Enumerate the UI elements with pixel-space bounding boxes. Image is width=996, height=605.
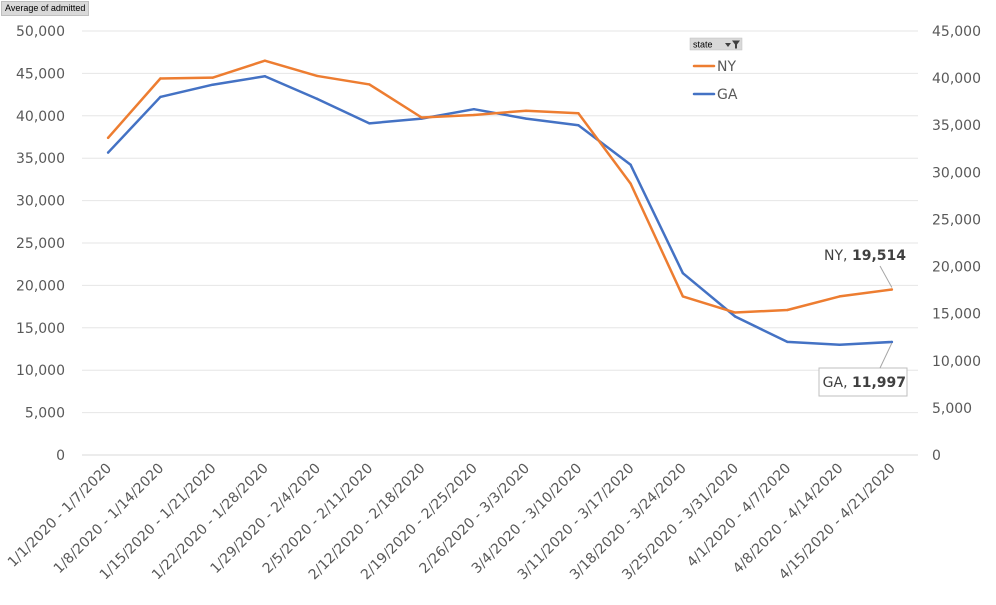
callout-series-name: GA, [823, 375, 852, 391]
data-point-ny[interactable] [733, 311, 737, 314]
data-point-ga[interactable] [890, 340, 894, 344]
data-point-ga[interactable] [786, 340, 789, 344]
left-tick-label: 45,000 [16, 66, 65, 82]
data-point-ny[interactable] [472, 113, 476, 117]
data-point-ga[interactable] [524, 117, 528, 120]
pivot-field-button[interactable]: Average of admitted [1, 1, 90, 16]
right-tick-label: 5,000 [932, 401, 972, 417]
data-point-ny[interactable] [106, 136, 110, 140]
left-tick-label: 10,000 [16, 363, 65, 379]
data-point-ga[interactable] [681, 271, 685, 275]
data-point-ga[interactable] [368, 122, 371, 125]
right-tick-label: 30,000 [932, 165, 981, 181]
data-point-ny[interactable] [786, 308, 789, 312]
right-tick-label: 35,000 [932, 118, 981, 134]
data-point-ga[interactable] [577, 124, 580, 127]
right-tick-label: 10,000 [932, 354, 981, 370]
legend[interactable]: state NY GA [689, 37, 743, 103]
data-point-ny[interactable] [629, 182, 632, 185]
callout-series-name: NY, [824, 248, 852, 264]
callout-leader-ga [879, 342, 893, 369]
data-point-ny[interactable] [890, 288, 894, 291]
right-tick-label: 25,000 [932, 212, 981, 228]
data-point-ny[interactable] [524, 109, 528, 112]
right-tick-label: 0 [932, 448, 941, 464]
left-tick-label: 40,000 [16, 109, 65, 125]
gridlines [82, 30, 918, 456]
legend-filter-label: state [693, 40, 713, 50]
series-group [106, 59, 894, 347]
legend-label-ga[interactable]: GA [717, 87, 738, 103]
left-tick-label: 15,000 [16, 321, 65, 337]
left-tick-label: 0 [56, 448, 65, 464]
data-point-ga[interactable] [838, 343, 841, 346]
data-point-ga[interactable] [263, 75, 267, 78]
filter-funnel-icon[interactable] [732, 40, 740, 49]
callout-box-ga [818, 367, 908, 397]
data-point-ga[interactable] [315, 97, 319, 101]
right-tick-label: 45,000 [932, 24, 981, 40]
right-tick-label: 40,000 [932, 71, 981, 87]
left-tick-label: 25,000 [16, 236, 65, 252]
data-point-ny[interactable] [838, 295, 841, 298]
data-point-ny[interactable] [577, 112, 580, 115]
left-tick-label: 30,000 [16, 194, 65, 210]
data-point-ny[interactable] [420, 116, 423, 119]
data-point-ny[interactable] [681, 295, 685, 298]
dropdown-arrow-icon[interactable] [725, 43, 731, 47]
data-point-ny[interactable] [368, 83, 371, 86]
left-tick-label: 50,000 [16, 24, 65, 40]
callout-value: 19,514 [852, 248, 906, 264]
data-point-ny[interactable] [315, 74, 319, 78]
right-tick-label: 15,000 [932, 307, 981, 323]
data-point-ny[interactable] [263, 59, 267, 62]
right-y-axis: 0 5,000 10,000 15,000 20,000 25,000 30,000 35,0… [932, 24, 981, 464]
x-tick-label: 1/1/2020 - 1/7/2020 [5, 461, 115, 571]
callout-label-ga: GA, 11,997 [823, 375, 906, 391]
series-line-ny[interactable] [106, 59, 894, 314]
data-point-ny[interactable] [159, 77, 162, 80]
left-tick-label: 35,000 [16, 151, 65, 167]
left-tick-label: 5,000 [25, 406, 65, 422]
left-y-axis: 0 5,000 10,000 15,000 20,000 25,000 30,000 35,0… [16, 24, 65, 464]
data-point-ga[interactable] [733, 315, 737, 318]
legend-label-ny[interactable]: NY [717, 59, 736, 75]
series-line-ga[interactable] [106, 74, 894, 347]
right-tick-label: 20,000 [932, 260, 981, 276]
callout-leader-ny [879, 265, 893, 288]
legend-filter-button[interactable] [689, 37, 743, 51]
data-point-ny[interactable] [211, 76, 214, 79]
data-point-ga[interactable] [629, 163, 632, 166]
left-tick-label: 20,000 [16, 278, 65, 294]
x-tick-label: 4/1/2020 - 4/7/2020 [684, 461, 794, 571]
callout-value: 11,997 [852, 375, 906, 391]
data-point-ga[interactable] [159, 95, 162, 99]
data-point-ga[interactable] [211, 83, 214, 86]
data-callouts: NY, 19,514 GA, 11,997 [818, 248, 908, 397]
data-point-ga[interactable] [106, 151, 110, 154]
data-point-ga[interactable] [472, 108, 476, 111]
callout-label-ny: NY, 19,514 [824, 248, 906, 264]
